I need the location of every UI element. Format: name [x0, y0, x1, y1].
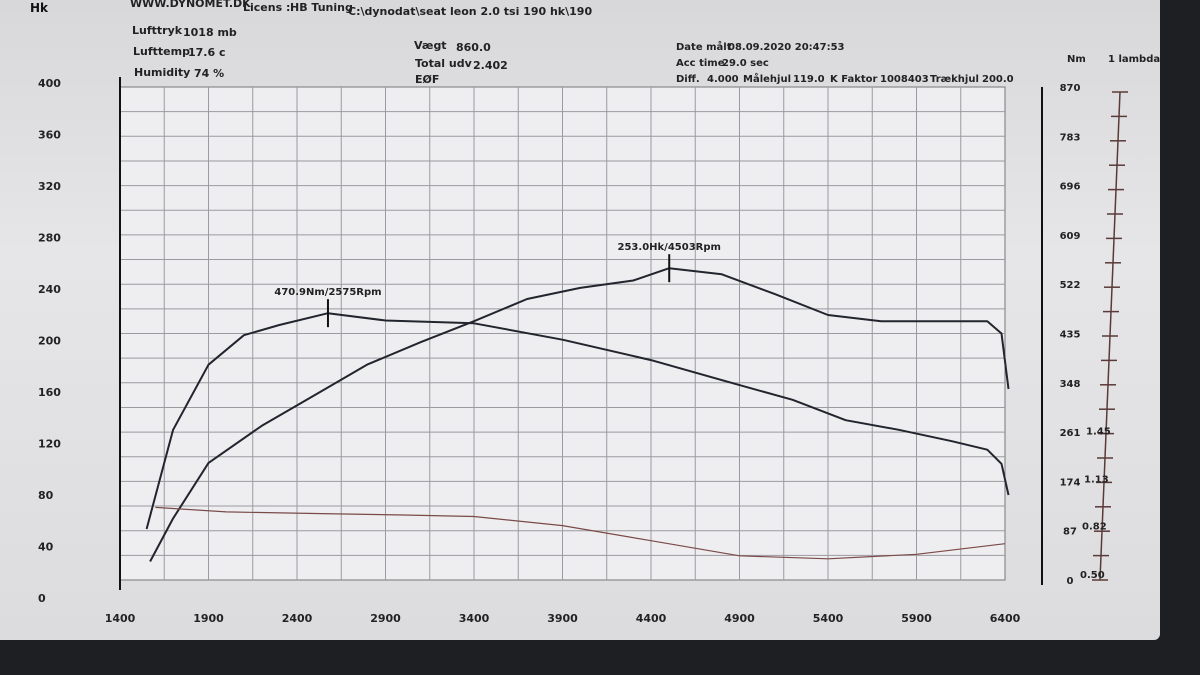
kfaktor-value: 1008403: [880, 74, 929, 85]
humidity-value: 74 %: [194, 67, 225, 80]
date-value: 08.09.2020 20:47:53: [728, 42, 845, 53]
x-tick-label: 4400: [636, 612, 667, 625]
right-tick-label: 348: [1060, 379, 1081, 390]
kfaktor-label: K Faktor: [830, 74, 878, 85]
left-tick-label: 120: [38, 438, 61, 451]
total-udv-label: Total udv: [415, 57, 472, 70]
left-tick-label: 80: [38, 489, 54, 502]
right-tick-label: 435: [1060, 330, 1081, 341]
diff-label: Diff.: [676, 74, 700, 85]
acc-label: Acc time: [676, 58, 725, 69]
power-curve: [149, 267, 1010, 562]
traekhjul-value: 200.0: [982, 74, 1014, 85]
lambda-axis-label: 1 lambda: [1108, 54, 1160, 65]
lufttryk-label: Lufttryk: [132, 24, 183, 37]
right-axis-label: Nm: [1067, 54, 1086, 65]
lambda-tick-label: 1.13: [1084, 475, 1109, 486]
left-tick-label: 320: [38, 180, 61, 193]
lambda-tick-label: 0.82: [1082, 522, 1107, 533]
left-tick-label: 400: [38, 77, 61, 90]
x-tick-label: 5400: [813, 612, 844, 625]
licens-label: Licens :: [243, 1, 291, 14]
right-tick-label: 696: [1060, 182, 1081, 193]
maalehjul-label: Målehjul: [743, 74, 792, 85]
left-tick-label: 280: [38, 232, 61, 245]
lambda-curve: [155, 506, 1006, 560]
date-label: Date målt: [676, 42, 732, 53]
acc-value: 29.0 sec: [722, 58, 769, 69]
right-tick-label: 522: [1060, 280, 1081, 291]
left-tick-label: 240: [38, 283, 61, 296]
total-udv-value: 2.402: [473, 59, 508, 72]
diff-value: 4.000: [707, 74, 739, 85]
humidity-label: Humidity: [134, 66, 191, 79]
lambda-tick-label: 1.45: [1086, 426, 1111, 437]
right-tick-label: 174: [1060, 477, 1081, 488]
x-tick-label: 3900: [547, 612, 578, 625]
x-tick-label: 5900: [901, 612, 932, 625]
eof-label: EØF: [415, 73, 440, 86]
left-axis-label: Hk: [30, 1, 49, 15]
x-tick-label: 6400: [990, 612, 1021, 625]
vaegt-label: Vægt: [414, 39, 447, 52]
vaegt-value: 860.0: [456, 41, 491, 54]
left-tick-label: 40: [38, 541, 54, 554]
x-tick-label: 2400: [282, 612, 313, 625]
right-tick-label: 261: [1060, 428, 1081, 439]
torque-curve: [145, 312, 1010, 530]
right-tick-label: 609: [1060, 231, 1081, 242]
lufttemp-value: 17.6 c: [188, 46, 226, 59]
site-name: WWW.DYNOMET.DK: [130, 0, 251, 10]
lambda-tick-label: 0.50: [1080, 570, 1105, 581]
left-tick-label: 160: [38, 386, 61, 399]
x-tick-label: 3400: [459, 612, 490, 625]
lufttryk-value: 1018 mb: [183, 26, 237, 39]
peak-annotation-torque: 470.9Nm/2575Rpm: [274, 287, 381, 298]
left-tick-label: 0: [38, 592, 46, 605]
maalehjul-value: 119.0: [793, 74, 825, 85]
right-tick-label: 870: [1060, 83, 1081, 94]
licens-value: HB Tuning: [290, 1, 353, 14]
lufttemp-label: Lufttemp: [133, 45, 190, 58]
right-tick-label: 0: [1067, 576, 1074, 587]
left-tick-label: 360: [38, 129, 61, 142]
right-tick-label: 783: [1060, 132, 1081, 143]
traekhjul-label: Trækhjul: [930, 74, 979, 85]
right-tick-label: 87: [1063, 527, 1077, 538]
file-path: C:\dynodat\seat leon 2.0 tsi 190 hk\190: [348, 5, 593, 18]
x-tick-label: 1400: [105, 612, 136, 625]
x-tick-label: 4900: [724, 612, 755, 625]
x-tick-label: 2900: [370, 612, 401, 625]
peak-annotation-power: 253.0Hk/4503Rpm: [618, 242, 721, 253]
left-tick-label: 200: [38, 335, 61, 348]
x-tick-label: 1900: [193, 612, 224, 625]
